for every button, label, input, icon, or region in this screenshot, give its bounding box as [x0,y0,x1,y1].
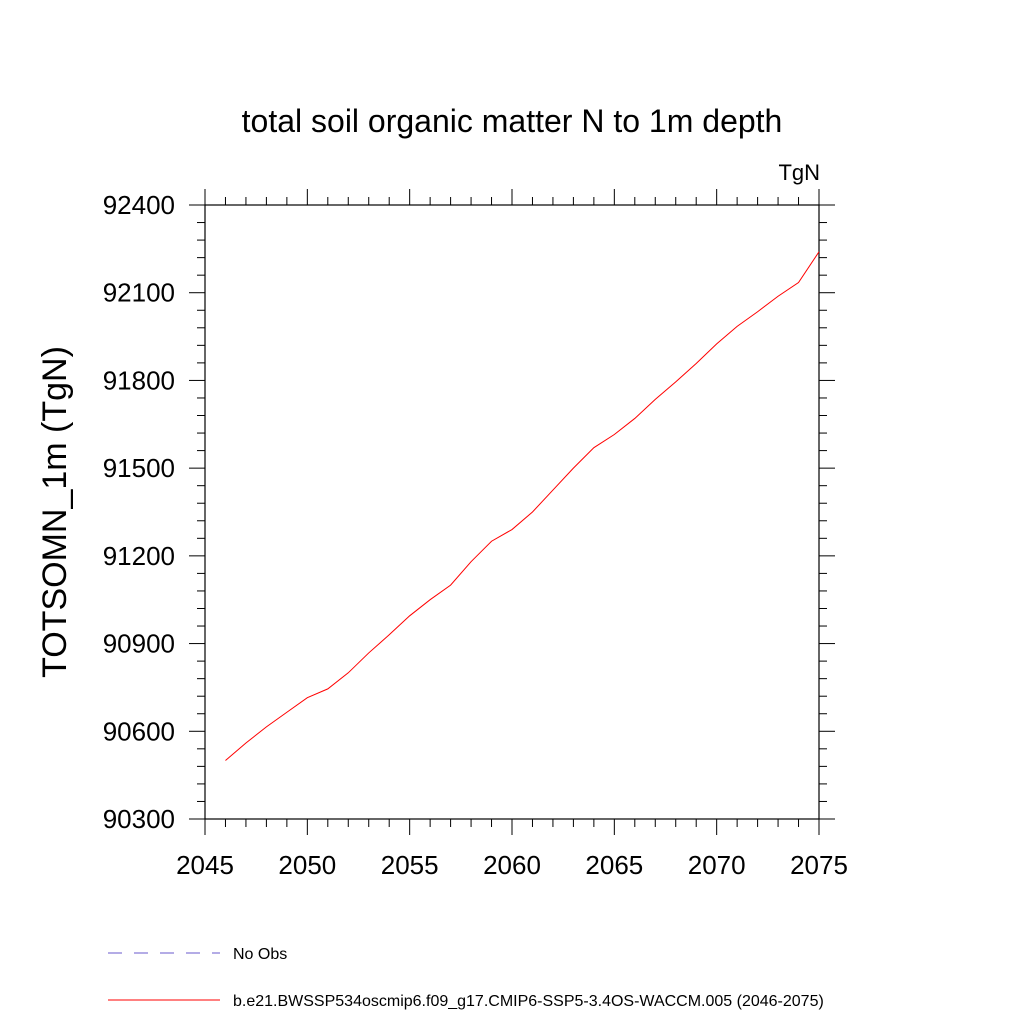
x-tick-label: 2075 [790,850,848,880]
y-tick-label: 92100 [103,278,175,308]
y-tick-label: 90600 [103,716,175,746]
legend-entry-label: b.e21.BWSSP534oscmip6.f09_g17.CMIP6-SSP5… [233,993,824,1010]
x-tick-label: 2045 [176,850,234,880]
y-tick-label: 90900 [103,629,175,659]
plot-frame [204,204,820,820]
x-tick-label: 2050 [278,850,336,880]
x-tick-label: 2055 [381,850,439,880]
units-label: TgN [778,160,820,185]
legend: No Obs b.e21.BWSSP534oscmip6.f09_g17.CMIP… [108,946,824,1010]
y-tick-label: 91200 [103,541,175,571]
y-tick-label: 92400 [103,190,175,220]
chart-title: total soil organic matter N to 1m depth [242,103,783,139]
x-tick-label: 2070 [688,850,746,880]
y-axis-label: TOTSOMN_1m (TgN) [36,346,74,678]
x-tick-label: 2060 [483,850,541,880]
y-tick-label: 91800 [103,365,175,395]
y-tick-label: 90300 [103,804,175,834]
plot-area: 2045 2050 2055 2060 2065 2070 2075 90300 90600 90… [103,189,848,880]
legend-entry-label: No Obs [233,946,287,963]
x-tick-label: 2065 [585,850,643,880]
y-tick-label: 91500 [103,453,175,483]
series-line [225,251,820,761]
